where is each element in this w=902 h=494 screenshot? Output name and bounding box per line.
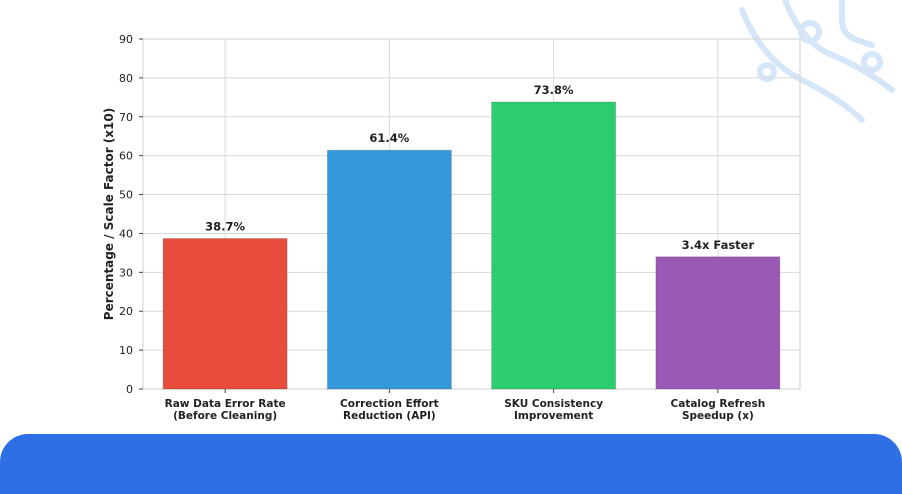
bar-data-label: 38.7% bbox=[205, 220, 245, 234]
y-tick-label: 40 bbox=[119, 227, 133, 240]
x-tick-label: Correction Effort Reduction (API) bbox=[340, 398, 439, 422]
bar bbox=[162, 238, 288, 390]
y-tick-label: 10 bbox=[119, 344, 133, 357]
y-tick-label: 90 bbox=[119, 33, 133, 46]
y-tick-label: 70 bbox=[119, 111, 133, 124]
y-tick-label: 0 bbox=[126, 383, 133, 396]
bar-data-label: 73.8% bbox=[534, 83, 574, 97]
y-tick-label: 30 bbox=[119, 266, 133, 279]
y-axis-ticks: 0 10 20 30 40 50 60 70 80 90 bbox=[119, 33, 143, 396]
x-tick-label: Catalog Refresh Speedup (x) bbox=[671, 398, 766, 422]
plot-frame bbox=[142, 38, 801, 390]
bar bbox=[326, 149, 452, 390]
decorative-circuit-pattern bbox=[739, 0, 895, 123]
bar-data-label: 61.4% bbox=[369, 131, 409, 145]
y-tick-label: 20 bbox=[119, 305, 133, 318]
x-tick-label: Raw Data Error Rate (Before Cleaning) bbox=[165, 398, 286, 422]
bars bbox=[162, 101, 781, 390]
bar-value-labels: 38.7% 61.4% 73.8% 3.4x Faster bbox=[205, 83, 754, 252]
y-tick-label: 80 bbox=[119, 72, 133, 85]
bar bbox=[491, 101, 617, 390]
bottom-banner bbox=[0, 434, 902, 494]
y-tick-label: 50 bbox=[119, 189, 133, 202]
x-tick-label: SKU Consistency Improvement bbox=[504, 398, 603, 422]
bar-chart: 38.7% 61.4% 73.8% 3.4x Faster 0 10 20 30 40 50 60… bbox=[102, 33, 801, 422]
y-tick-label: 60 bbox=[119, 150, 133, 163]
x-axis-ticks: Raw Data Error Rate (Before Cleaning) Corr… bbox=[165, 389, 766, 422]
bar-data-label: 3.4x Faster bbox=[682, 238, 755, 252]
bar bbox=[655, 256, 781, 390]
y-axis-label: Percentage / Scale Factor (x10) bbox=[102, 108, 116, 320]
